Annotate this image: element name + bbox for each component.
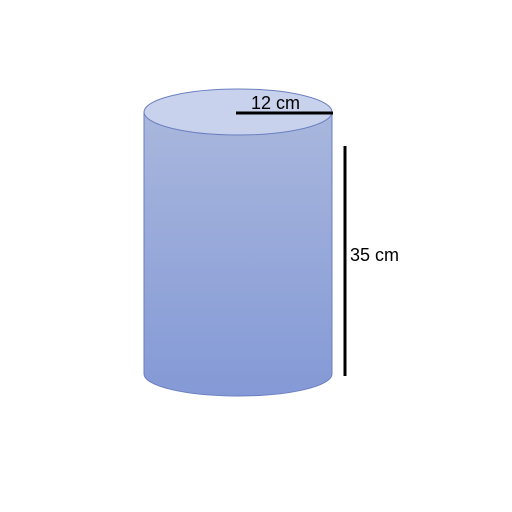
height-label: 35 cm	[350, 245, 399, 265]
radius-label: 12 cm	[251, 93, 300, 113]
cylinder-body	[143, 111, 333, 397]
